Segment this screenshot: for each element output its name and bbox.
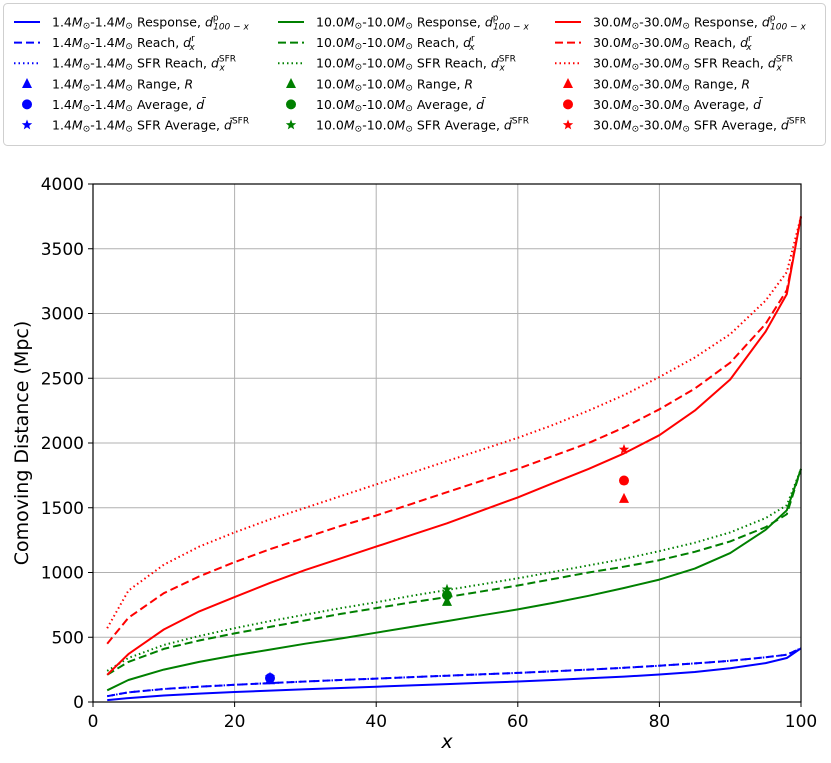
legend-label: 1.4M⊙-1.4M⊙ Reach, dr x bbox=[52, 34, 195, 53]
circle-marker bbox=[22, 99, 32, 110]
x-tick-label: 80 bbox=[649, 712, 671, 732]
legend-frame bbox=[3, 3, 826, 146]
series-line bbox=[106, 468, 802, 672]
legend-label: 10.0M⊙-10.0M⊙ Response, dp 100 − x bbox=[316, 14, 529, 33]
x-tick-label: 60 bbox=[507, 712, 529, 732]
triangle-marker bbox=[442, 595, 452, 606]
y-tick-label: 2000 bbox=[41, 434, 84, 454]
legend-label: 10.0M⊙-10.0M⊙ SFR Average, d̄SFR bbox=[316, 117, 529, 135]
star-marker bbox=[285, 119, 297, 130]
plot-frame bbox=[92, 183, 802, 703]
y-tick-label: 4000 bbox=[41, 175, 84, 195]
legend: 1.4M⊙-1.4M⊙ Response, dp 100 − x1.4M⊙-1.4… bbox=[3, 3, 826, 146]
plot-area: 0 20 40 60 80 1000500100015002000250030003500… bbox=[41, 175, 817, 732]
circle-marker bbox=[563, 99, 573, 110]
legend-label: 1.4M⊙-1.4M⊙ Range, R bbox=[52, 76, 193, 93]
y-tick-label: 2500 bbox=[41, 369, 84, 389]
y-tick-label: 500 bbox=[52, 628, 84, 648]
star-marker bbox=[441, 583, 453, 594]
legend-label: 10.0M⊙-10.0M⊙ Range, R bbox=[316, 76, 473, 93]
series-line bbox=[106, 216, 802, 645]
legend-label: 1.4M⊙-1.4M⊙ Response, dp 100 − x bbox=[52, 14, 250, 33]
y-tick-label: 1000 bbox=[41, 564, 84, 584]
y-tick-label: 3000 bbox=[41, 305, 84, 325]
legend-label: 10.0M⊙-10.0M⊙ Average, d̄ bbox=[316, 97, 486, 114]
legend-label: 1.4M⊙-1.4M⊙ Average, d̄ bbox=[52, 97, 206, 114]
series-line bbox=[107, 647, 802, 698]
series-line bbox=[106, 216, 802, 676]
circle-marker bbox=[442, 590, 452, 601]
star-marker bbox=[264, 671, 276, 682]
legend-label: 30.0M⊙-30.0M⊙ SFR Average, d̄SFR bbox=[593, 117, 806, 135]
x-tick-label: 20 bbox=[224, 712, 246, 732]
y-tick-label: 1500 bbox=[41, 499, 84, 519]
legend-label: 30.0M⊙-30.0M⊙ Reach, dr x bbox=[593, 34, 752, 53]
series-line bbox=[106, 468, 802, 692]
star-marker bbox=[618, 444, 630, 454]
x-tick-label: 100 bbox=[785, 712, 817, 732]
legend-label: 10.0M⊙-10.0M⊙ SFR Reach, dSFR x bbox=[316, 55, 516, 74]
x-axis-label: x bbox=[440, 731, 453, 753]
y-axis-label: Comoving Distance (Mpc) bbox=[11, 321, 33, 566]
circle-marker bbox=[619, 475, 629, 486]
legend-label: 1.4M⊙-1.4M⊙ SFR Average, d̄SFR bbox=[52, 117, 249, 135]
y-tick-label: 3500 bbox=[41, 240, 84, 260]
series-line bbox=[106, 468, 802, 676]
triangle-marker bbox=[619, 492, 629, 503]
x-tick-label: 40 bbox=[365, 712, 387, 732]
legend-label: 1.4M⊙-1.4M⊙ SFR Reach, dSFR x bbox=[52, 55, 236, 74]
triangle-marker bbox=[563, 78, 573, 89]
x-tick-label: 0 bbox=[88, 712, 99, 732]
legend-label: 30.0M⊙-30.0M⊙ Range, R bbox=[593, 76, 750, 93]
star-marker bbox=[562, 119, 574, 130]
star-marker bbox=[21, 119, 33, 130]
y-tick-label: 0 bbox=[73, 693, 84, 713]
series-line bbox=[106, 216, 802, 629]
triangle-marker bbox=[286, 78, 296, 89]
series-line bbox=[107, 647, 802, 702]
triangle-marker bbox=[22, 78, 32, 89]
legend-label: 10.0M⊙-10.0M⊙ Reach, dr x bbox=[316, 34, 475, 53]
legend-label: 30.0M⊙-30.0M⊙ Average, d̄ bbox=[593, 97, 763, 114]
legend-label: 30.0M⊙-30.0M⊙ SFR Reach, dSFR x bbox=[593, 55, 793, 74]
circle-marker bbox=[286, 99, 296, 110]
legend-label: 30.0M⊙-30.0M⊙ Response, dp 100 − x bbox=[593, 14, 806, 33]
